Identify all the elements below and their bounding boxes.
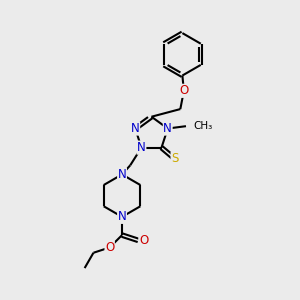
Text: N: N: [118, 168, 126, 181]
Text: N: N: [118, 210, 126, 223]
Text: N: N: [131, 122, 140, 135]
Text: O: O: [179, 84, 188, 97]
Text: CH₃: CH₃: [193, 121, 213, 131]
Text: O: O: [105, 241, 114, 254]
Text: N: N: [163, 122, 172, 135]
Text: N: N: [137, 141, 146, 154]
Text: O: O: [139, 234, 148, 247]
Text: S: S: [171, 152, 178, 165]
